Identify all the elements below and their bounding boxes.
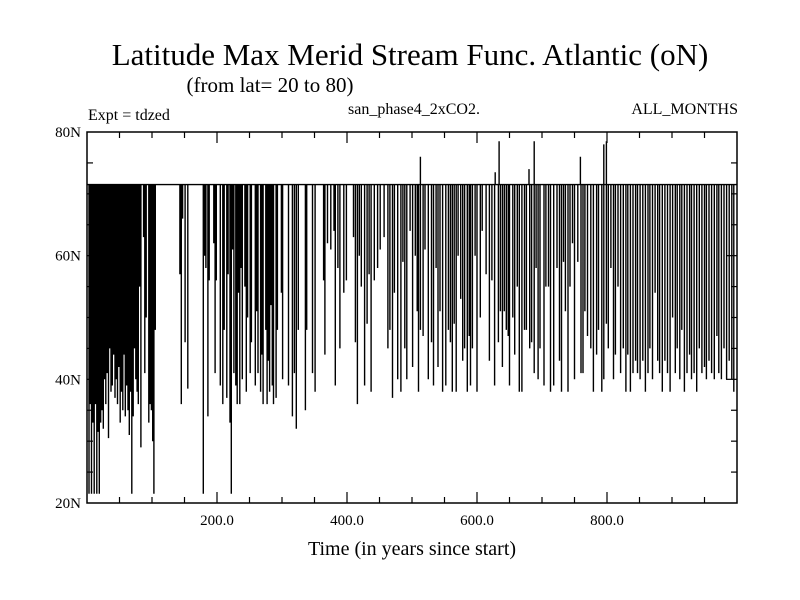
annotation-left: Expt = tdzed <box>88 107 170 124</box>
series-line <box>87 141 737 494</box>
y-tick-label: 80N <box>55 125 81 141</box>
y-axis: 20N 40N 60N 80N <box>55 125 737 512</box>
x-tick-label: 600.0 <box>460 513 494 529</box>
chart-subtitle: (from lat= 20 to 80) <box>187 73 354 97</box>
x-tick-label: 400.0 <box>330 513 364 529</box>
plot-area <box>86 131 738 504</box>
x-axis-label: Time (in years since start) <box>308 538 516 560</box>
y-tick-label: 40N <box>55 372 81 388</box>
x-tick-label: 800.0 <box>590 513 624 529</box>
annotation-right: ALL_MONTHS <box>631 101 738 118</box>
x-axis: 200.0 400.0 600.0 800.0 <box>118 132 706 529</box>
chart-title: Latitude Max Merid Stream Func. Atlantic… <box>112 37 709 72</box>
y-tick-label: 20N <box>55 496 81 512</box>
x-tick-label: 200.0 <box>200 513 234 529</box>
annotation-center: san_phase4_2xCO2. <box>348 101 480 118</box>
y-tick-label: 60N <box>55 249 81 265</box>
